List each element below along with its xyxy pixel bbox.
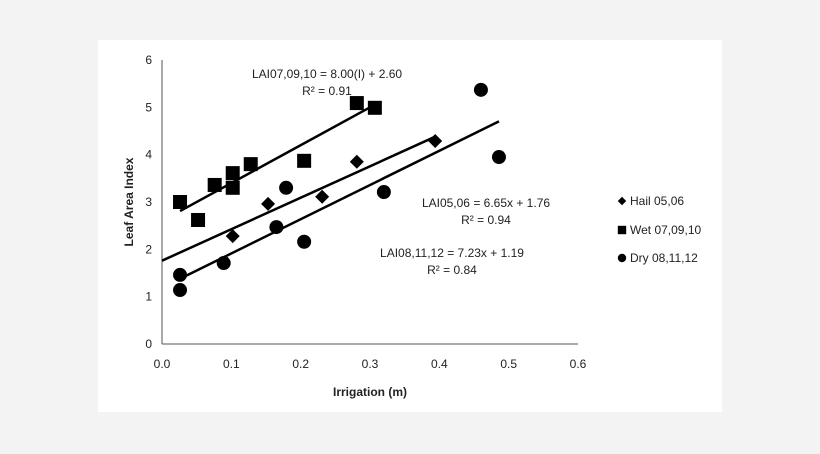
annotation-wet-eq: LAI07,09,10 = 8.00(I) + 2.60	[252, 67, 402, 81]
x-tick-label: 0.6	[570, 357, 587, 371]
data-point-dry	[269, 220, 284, 235]
data-point-hail	[261, 196, 276, 211]
trendline-dry	[179, 120, 500, 280]
annotation-dry-r2: R² = 0.84	[427, 263, 477, 277]
legend: Hail 05,06 Wet 07,09,10 Dry 08,11,12	[617, 194, 701, 265]
data-point-hail	[428, 133, 443, 148]
data-point-wet	[225, 166, 240, 181]
data-point-wet	[225, 180, 240, 195]
annotation-hail-r2: R² = 0.94	[461, 213, 511, 227]
legend-label-dry: Dry 08,11,12	[630, 251, 698, 265]
legend-marker-shape	[617, 196, 627, 206]
data-point-wet	[349, 96, 364, 111]
y-tick-label: 6	[145, 53, 152, 67]
x-axis-label: Irrigation (m)	[333, 385, 407, 399]
legend-label-wet: Wet 07,09,10	[630, 223, 701, 237]
y-tick-label: 0	[145, 337, 152, 351]
data-point-wet	[243, 157, 258, 172]
data-point-dry	[173, 267, 188, 282]
trendline-wet	[179, 106, 371, 213]
x-tick-label: 0.0	[154, 357, 171, 371]
trendline-hail	[161, 135, 436, 262]
data-point-wet	[191, 212, 206, 227]
annotation-wet-r2: R² = 0.91	[302, 84, 352, 98]
data-point-hail	[349, 154, 364, 169]
data-point-wet	[173, 195, 188, 209]
data-point-dry	[473, 82, 488, 97]
data-point-dry	[279, 180, 294, 195]
y-tick-label: 2	[145, 242, 152, 256]
x-tick-label: 0.2	[292, 357, 309, 371]
data-point-hail	[315, 189, 330, 204]
data-point-dry	[216, 256, 231, 271]
annotation-dry-eq: LAI08,11,12 = 7.23x + 1.19	[380, 246, 524, 260]
data-point-hail	[225, 229, 240, 244]
legend-marker-dry	[617, 253, 627, 263]
x-tick-label: 0.4	[431, 357, 448, 371]
annotation-hail-eq: LAI05,06 = 6.65x + 1.76	[422, 196, 550, 210]
legend-marker-shape	[617, 253, 627, 263]
y-tick-label: 3	[145, 195, 152, 209]
data-point-dry	[173, 283, 188, 298]
data-point-dry	[297, 234, 312, 249]
y-tick-label: 5	[145, 100, 152, 114]
y-tick-label: 1	[145, 290, 152, 304]
data-point-wet	[207, 177, 222, 192]
data-point-wet	[367, 100, 382, 115]
x-tick-label: 0.1	[223, 357, 240, 371]
y-axis-label: Leaf Area Index	[122, 157, 136, 246]
legend-marker-wet	[617, 225, 627, 235]
data-point-wet	[297, 153, 312, 168]
data-point-dry	[491, 150, 506, 165]
legend-marker-hail	[617, 196, 627, 206]
legend-marker-shape	[617, 225, 627, 235]
y-tick-label: 4	[145, 148, 152, 162]
data-point-dry	[376, 185, 391, 200]
x-tick-label: 0.3	[362, 357, 379, 371]
x-tick-label: 0.5	[500, 357, 517, 371]
legend-label-hail: Hail 05,06	[630, 194, 684, 208]
